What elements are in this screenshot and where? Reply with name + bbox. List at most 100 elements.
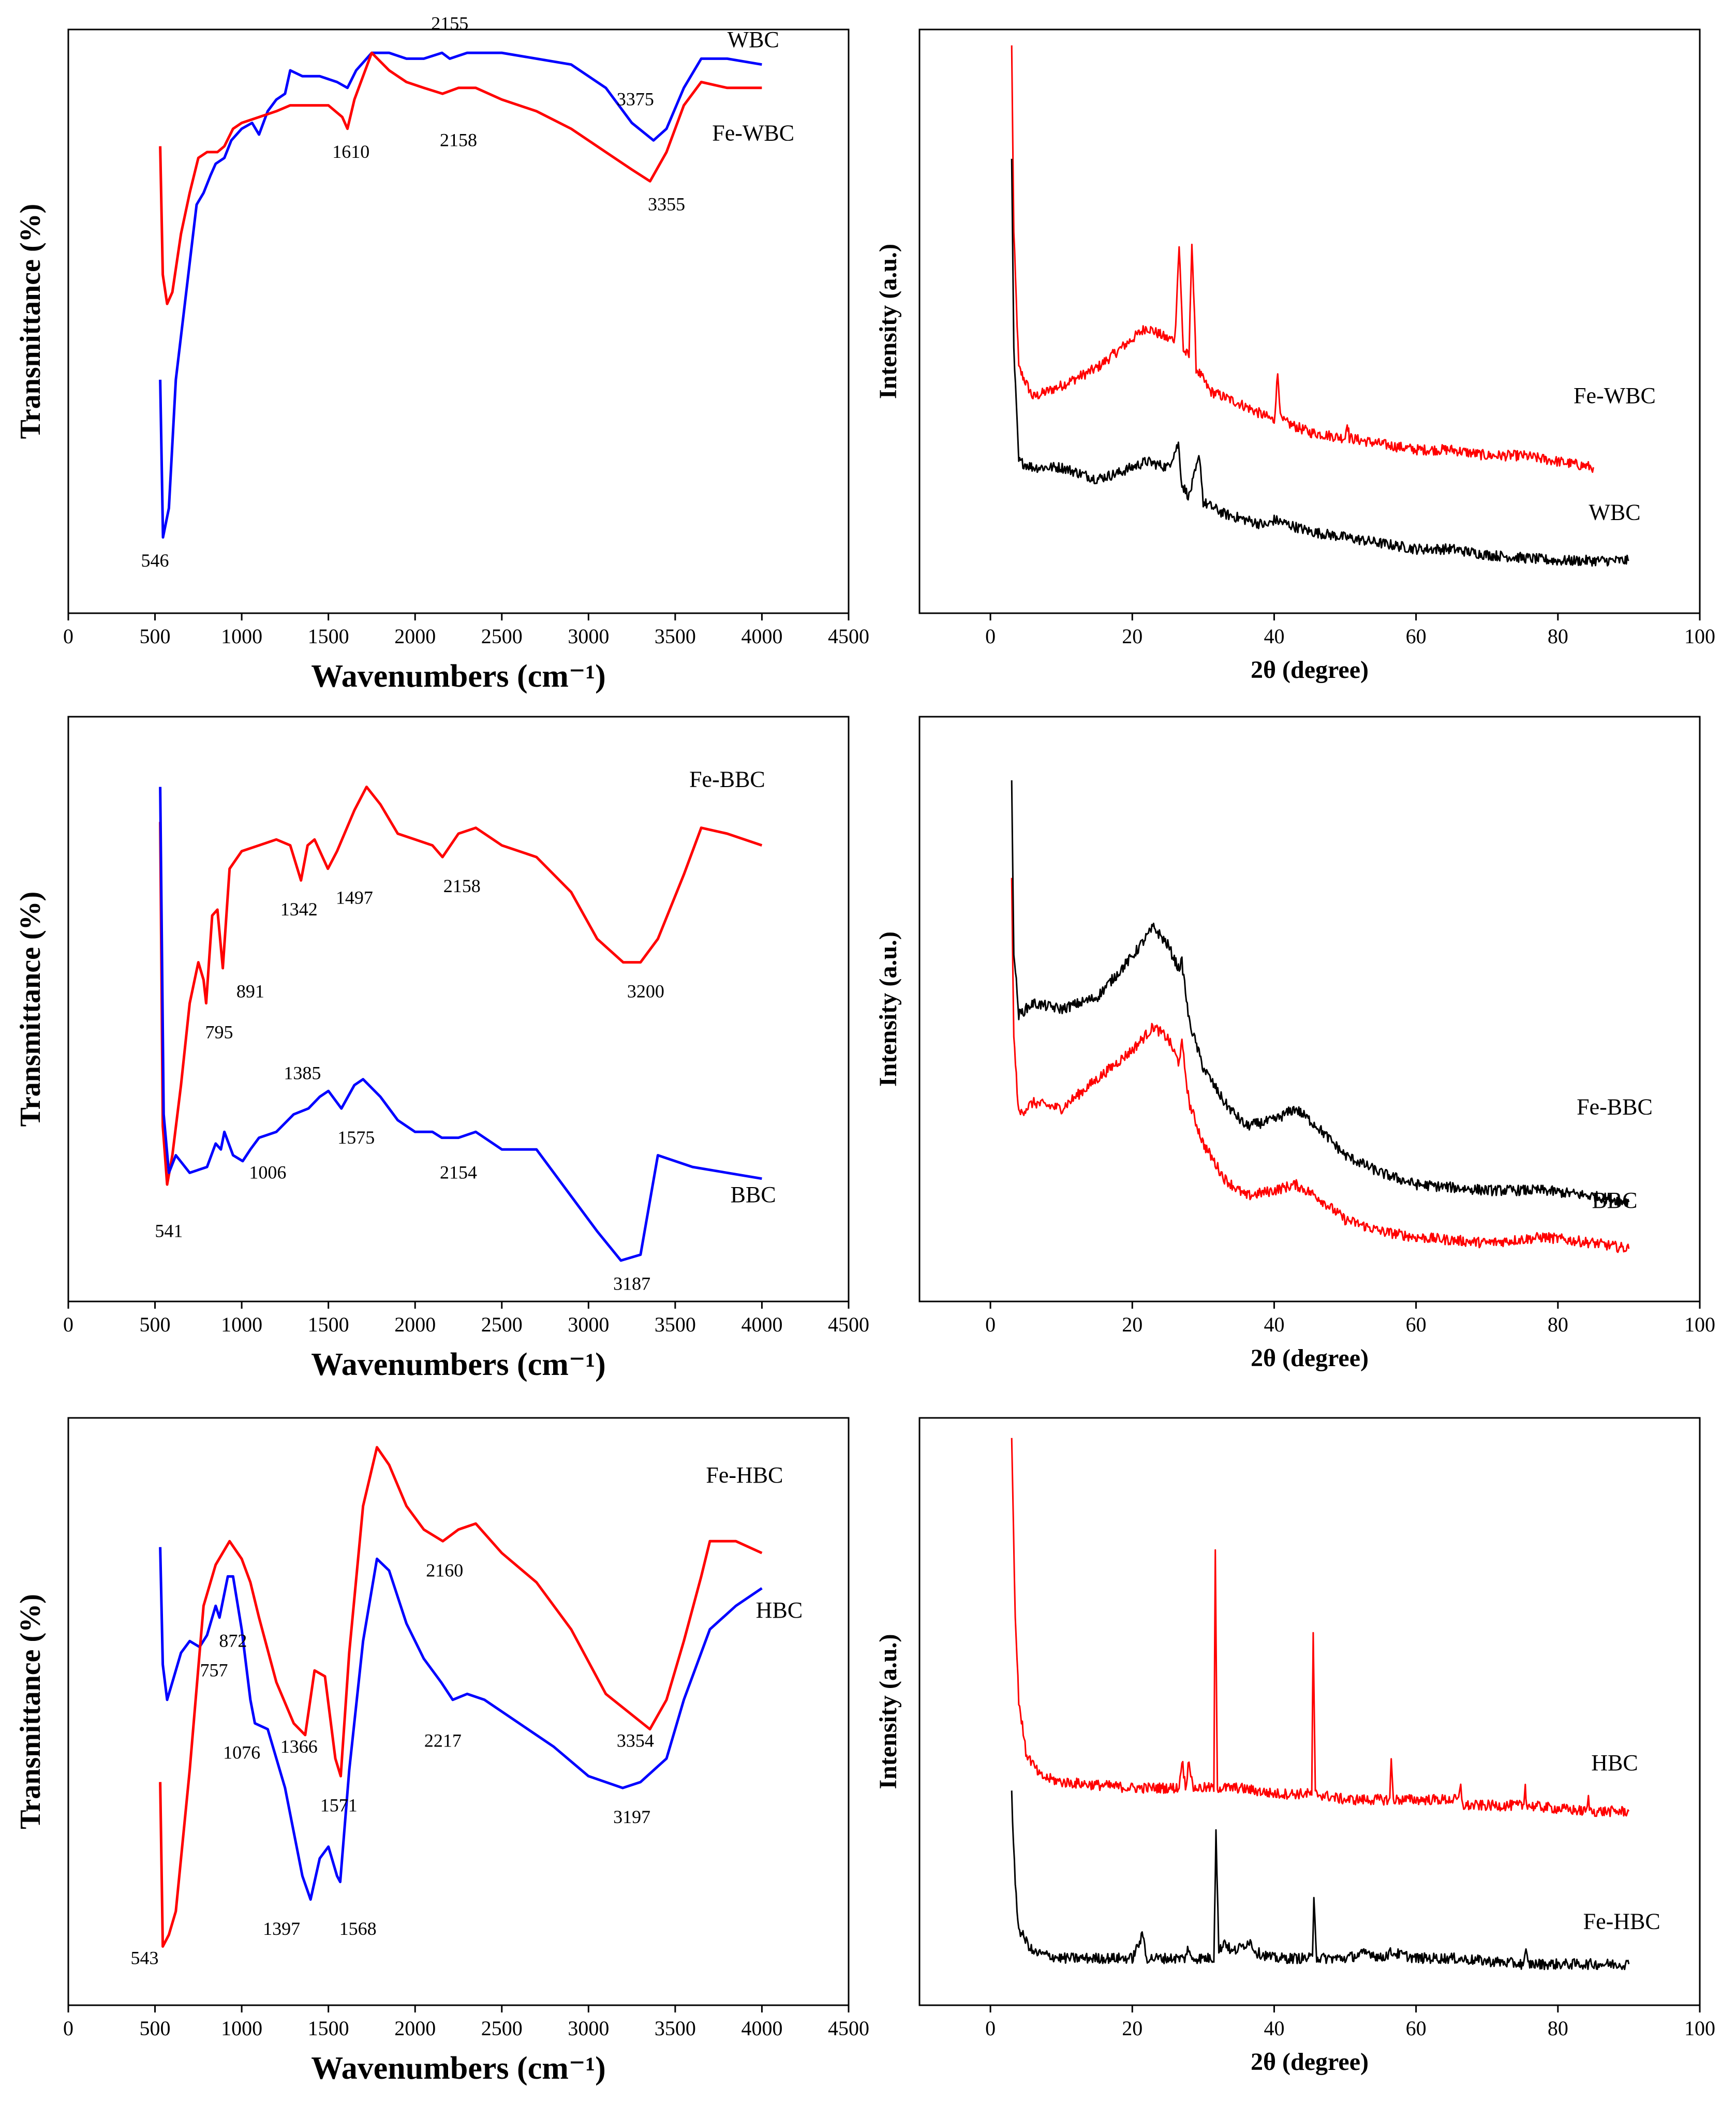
peak-label: 872 [219, 1631, 247, 1651]
x-tick-label: 0 [985, 1313, 996, 1336]
x-tick-label: 1500 [308, 2017, 349, 2040]
x-tick-label: 0 [63, 2017, 73, 2040]
x-axis-label: Wavenumbers (cm⁻¹) [311, 2051, 606, 2086]
panel-ftir_wbc: 0 500 1000 1500 2000 2500 3000 3500 4000 4500 Wave… [14, 13, 869, 694]
peak-label: 1366 [280, 1736, 318, 1757]
peak-label: 1342 [280, 899, 318, 920]
x-tick-label: 3500 [655, 1313, 696, 1336]
x-tick-label: 3000 [568, 625, 609, 648]
peak-label: 1568 [339, 1918, 377, 1939]
x-tick-label: 1500 [308, 1313, 349, 1336]
plot-frame [918, 716, 1701, 1302]
peak-label: 3354 [617, 1730, 654, 1751]
x-tick-label: 1000 [221, 2017, 262, 2040]
panel-xrd_wbc: 0 20 40 60 80 100 2θ (degree) Intensity (a.u.) F… [874, 28, 1715, 684]
x-axis-label: Wavenumbers (cm⁻¹) [311, 1347, 606, 1382]
legend-label: Fe-WBC [712, 120, 794, 145]
y-axis-label: Transmittance (%) [14, 204, 47, 439]
x-tick-label: 0 [63, 1313, 73, 1336]
y-axis-label: Transmittance (%) [14, 892, 47, 1127]
panel-ftir_hbc: 0 500 1000 1500 2000 2500 3000 3500 4000 4500 Wave… [14, 1417, 869, 2086]
peak-label: 1397 [263, 1918, 300, 1939]
peak-label: 1610 [332, 141, 369, 162]
legend-label: Fe-HBC [1583, 1908, 1660, 1934]
x-tick-label: 4000 [741, 625, 782, 648]
peak-label: 2158 [440, 130, 477, 151]
x-tick-label: 20 [1122, 1313, 1143, 1336]
peak-label: 757 [200, 1660, 228, 1680]
x-tick-label: 1500 [308, 625, 349, 648]
series-hbc-line [1011, 1438, 1630, 1817]
plot-frame [918, 1417, 1701, 2006]
x-tick-label: 3500 [655, 2017, 696, 2040]
x-tick-label: 500 [140, 2017, 171, 2040]
x-tick-label: 4500 [828, 2017, 869, 2040]
series-fe-wbc-line [1011, 45, 1594, 473]
x-tick-label: 3000 [568, 1313, 609, 1336]
plot-frame [67, 1417, 850, 2006]
x-tick-label: 2000 [394, 625, 436, 648]
x-axis-label: 2θ (degree) [1251, 1344, 1369, 1372]
x-tick-label: 80 [1548, 625, 1568, 648]
series-fe-hbc-line [159, 1446, 763, 1948]
panel-ftir_bbc: 0 500 1000 1500 2000 2500 3000 3500 4000 4500 Wave… [14, 716, 869, 1382]
x-tick-label: 1000 [221, 625, 262, 648]
legend-label: BBC [731, 1182, 776, 1207]
peak-label: 2217 [424, 1730, 462, 1751]
x-tick-label: 4500 [828, 1313, 869, 1336]
x-tick-label: 0 [985, 2017, 996, 2040]
peak-label: 541 [155, 1221, 183, 1241]
legend-label: Fe-BBC [689, 767, 765, 792]
series-fe-hbc-line [1011, 1790, 1630, 1971]
series-fe-bbc-line [159, 786, 763, 1186]
legend-label: Fe-WBC [1574, 383, 1656, 408]
series-fe-wbc-line [159, 51, 762, 305]
x-tick-label: 40 [1264, 1313, 1284, 1336]
x-tick-label: 20 [1122, 2017, 1143, 2040]
plot-frame [918, 28, 1701, 614]
x-tick-label: 40 [1264, 2017, 1284, 2040]
legend-label: WBC [728, 27, 779, 52]
x-tick-label: 4000 [741, 1313, 782, 1336]
x-tick-label: 3500 [655, 625, 696, 648]
peak-label: 3197 [613, 1807, 650, 1827]
x-tick-label: 500 [140, 1313, 171, 1336]
peak-label: 546 [141, 550, 169, 571]
peak-label: 1571 [320, 1795, 358, 1815]
series-bbc-line [159, 787, 762, 1262]
series-fe-bbc-line [1011, 780, 1630, 1207]
x-tick-label: 100 [1684, 1313, 1715, 1336]
x-tick-label: 60 [1406, 625, 1427, 648]
x-tick-label: 60 [1406, 1313, 1427, 1336]
x-axis-label: 2θ (degree) [1251, 656, 1369, 684]
peak-label: 3200 [627, 981, 664, 1001]
x-tick-label: 2000 [394, 2017, 436, 2040]
legend-label: BBC [1592, 1188, 1637, 1213]
x-tick-label: 2500 [481, 2017, 523, 2040]
peak-label: 2154 [440, 1162, 477, 1183]
y-axis-label: Intensity (a.u.) [874, 244, 902, 399]
x-tick-label: 60 [1406, 2017, 1427, 2040]
series-hbc-line [159, 1547, 763, 1901]
x-tick-label: 4000 [741, 2017, 782, 2040]
x-axis-label: 2θ (degree) [1251, 2048, 1369, 2076]
x-axis-label: Wavenumbers (cm⁻¹) [311, 659, 606, 694]
legend-label: HBC [1591, 1750, 1638, 1775]
y-axis-label: Intensity (a.u.) [874, 1634, 902, 1789]
peak-label: 795 [205, 1022, 233, 1043]
x-tick-label: 20 [1122, 625, 1143, 648]
x-tick-label: 4500 [828, 625, 869, 648]
x-tick-label: 100 [1684, 2017, 1715, 2040]
x-tick-label: 3000 [568, 2017, 609, 2040]
series-wbc-line [159, 51, 762, 539]
x-tick-label: 2500 [481, 1313, 523, 1336]
plot-frame [67, 28, 850, 614]
panel-xrd_bbc: 0 20 40 60 80 100 2θ (degree) Intensity (a.u.) F… [874, 716, 1715, 1372]
x-tick-label: 500 [140, 625, 171, 648]
peak-label: 1497 [336, 887, 373, 908]
x-tick-label: 40 [1264, 625, 1284, 648]
panel-xrd_hbc: 0 20 40 60 80 100 2θ (degree) Intensity (a.u.) H… [874, 1417, 1715, 2076]
y-axis-label: Intensity (a.u.) [874, 931, 902, 1087]
legend-label: Fe-HBC [706, 1462, 783, 1488]
